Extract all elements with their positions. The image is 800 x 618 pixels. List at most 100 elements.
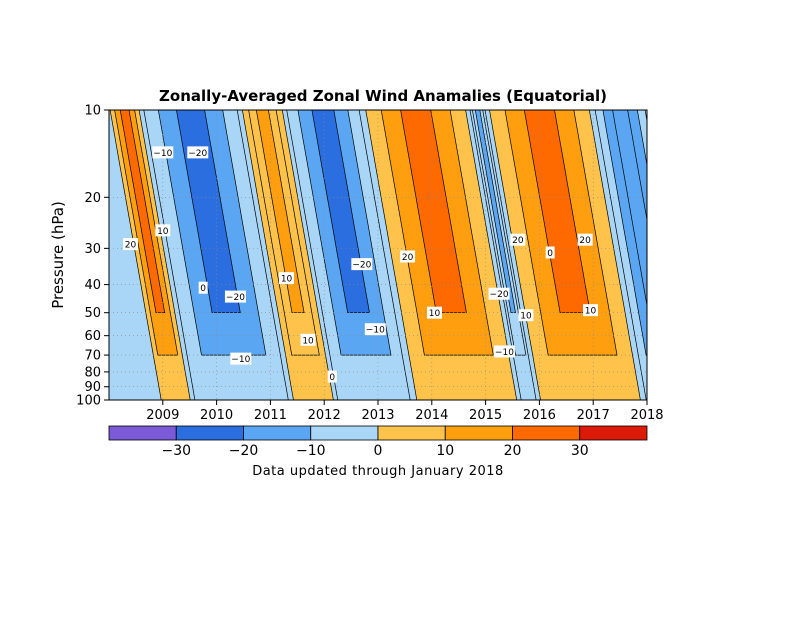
contour-label: 20 — [123, 238, 139, 251]
colorbar-tick-label: 30 — [571, 443, 589, 459]
contour-label-bg — [493, 345, 515, 358]
contour-label-text: −10 — [495, 348, 514, 358]
chart-title: Zonally-Averaged Zonal Wind Anamalies (E… — [159, 87, 607, 105]
grid — [109, 110, 647, 400]
contour-label-text: 10 — [520, 312, 532, 322]
contour-label-bg — [187, 146, 209, 159]
westerly-band-2-level-2 — [255, 110, 305, 314]
contour-label-bg — [577, 233, 593, 246]
contour-label-text: −10 — [366, 326, 385, 336]
colorbar-tick-label: −10 — [296, 443, 326, 459]
plot-area: −10 −20 20 10 0 −20 −10 10 10 0 −20 −10 20 10 −20 −10 20… — [109, 110, 647, 400]
contour-label-text: 10 — [281, 275, 293, 285]
contour-label-text: −20 — [226, 293, 245, 303]
contour-label: −20 — [224, 290, 246, 303]
contour-label-text: 20 — [512, 236, 524, 246]
y-tick-label: 100 — [76, 394, 101, 409]
contour-label-bg — [230, 352, 252, 365]
y-tick-label: 90 — [84, 380, 101, 395]
colorbar-tick-label: 0 — [374, 443, 383, 459]
contour-label-bg — [152, 146, 174, 159]
contour-label-bg — [198, 281, 208, 294]
contour-label: 20 — [400, 250, 416, 263]
x-tick-label: 2011 — [254, 408, 287, 423]
colorbar: −30 −20 −10 0 10 20 30 — [108, 425, 648, 459]
y-tick-label: 70 — [84, 349, 101, 364]
y-tick-label: 20 — [84, 191, 101, 206]
contour-label-bg — [426, 306, 442, 319]
y-tick-label: 30 — [84, 242, 101, 257]
contour-label-bg — [224, 290, 246, 303]
contour-label-text: −20 — [352, 261, 371, 271]
colorbar-swatch — [310, 425, 379, 441]
contour-label: −20 — [351, 258, 373, 271]
contour-label-text: −20 — [188, 149, 207, 159]
contour-label: 10 — [279, 272, 295, 285]
contour-label-bg — [279, 272, 295, 285]
contour-label: 20 — [577, 233, 593, 246]
contour-label: 10 — [583, 304, 599, 317]
contour-label-text: −10 — [153, 149, 172, 159]
colorbar-swatch — [108, 425, 177, 441]
contour-label-text: 20 — [125, 241, 137, 251]
contour-label: 10 — [300, 333, 316, 346]
contour-labels: −10 −20 20 10 0 −20 −10 10 10 0 −20 −10 20 10 −20 −10 20… — [123, 146, 599, 383]
x-tick-label: 2010 — [200, 408, 233, 423]
contour-label-text: 0 — [329, 373, 335, 383]
contour-label-text: 10 — [585, 307, 597, 317]
contour-label: −10 — [364, 323, 386, 336]
contour-label-bg — [510, 233, 526, 246]
x-tick-label: 2013 — [361, 408, 394, 423]
x-tick-label: 2016 — [523, 408, 556, 423]
colorbar-tick-label: −30 — [161, 443, 191, 459]
contour-label-bg — [545, 246, 555, 259]
y-tick-label: 50 — [84, 306, 101, 321]
contour-label: 0 — [545, 246, 555, 259]
x-tick-label: 2017 — [577, 408, 610, 423]
contour-label: 10 — [426, 306, 442, 319]
contour-label-text: −10 — [231, 355, 250, 365]
colorbar-swatch — [444, 425, 513, 441]
contour-label: −10 — [230, 352, 252, 365]
westerly-band-4-level-2 — [400, 110, 467, 314]
x-tick-label: 2015 — [469, 408, 502, 423]
westerly-band-0-level-2 — [119, 110, 166, 314]
contour-label: −20 — [187, 146, 209, 159]
colorbar-tick-label: 20 — [504, 443, 522, 459]
contour-label: 0 — [198, 281, 208, 294]
x-tick-label: 2009 — [146, 408, 179, 423]
easterly-band-7-level-2 — [612, 110, 647, 308]
y-tick-label: 60 — [84, 329, 101, 344]
contour-label-bg — [327, 370, 337, 383]
contour-label-bg — [155, 224, 171, 237]
colorbar-tick-label: −20 — [229, 443, 259, 459]
y-tick-label: 40 — [84, 278, 101, 293]
x-tick-label: 2014 — [415, 408, 448, 423]
colorbar-swatch — [579, 425, 648, 441]
contour-label: −10 — [152, 146, 174, 159]
contour-label-bg — [583, 304, 599, 317]
contour-label: 20 — [510, 233, 526, 246]
contour-label: −10 — [493, 345, 515, 358]
x-tick-label: 2018 — [630, 408, 663, 423]
y-tick-label: 80 — [84, 365, 101, 380]
colorbar-swatch — [243, 425, 312, 441]
easterly-band-5-level-2 — [474, 110, 516, 314]
contour-label: −20 — [488, 287, 510, 300]
y-tick-label: 10 — [84, 104, 101, 119]
contour-label-bg — [518, 309, 534, 322]
easterly-band-1-level-2 — [176, 110, 241, 314]
contour-label-bg — [300, 333, 316, 346]
x-tick-label: 2012 — [308, 408, 341, 423]
colorbar-swatch — [377, 425, 446, 441]
x-axis: 2009 2010 2011 2012 2013 2014 2015 2016 2017 2018 — [146, 400, 664, 423]
contour-label: 10 — [518, 309, 534, 322]
contour-label-bg — [364, 323, 386, 336]
contour-label: 10 — [155, 224, 171, 237]
footer-note: Data updated through January 2018 — [252, 464, 504, 479]
contour-label-bg — [123, 238, 139, 251]
contour-label-text: −20 — [490, 290, 509, 300]
contour-label-text: 20 — [402, 253, 414, 263]
